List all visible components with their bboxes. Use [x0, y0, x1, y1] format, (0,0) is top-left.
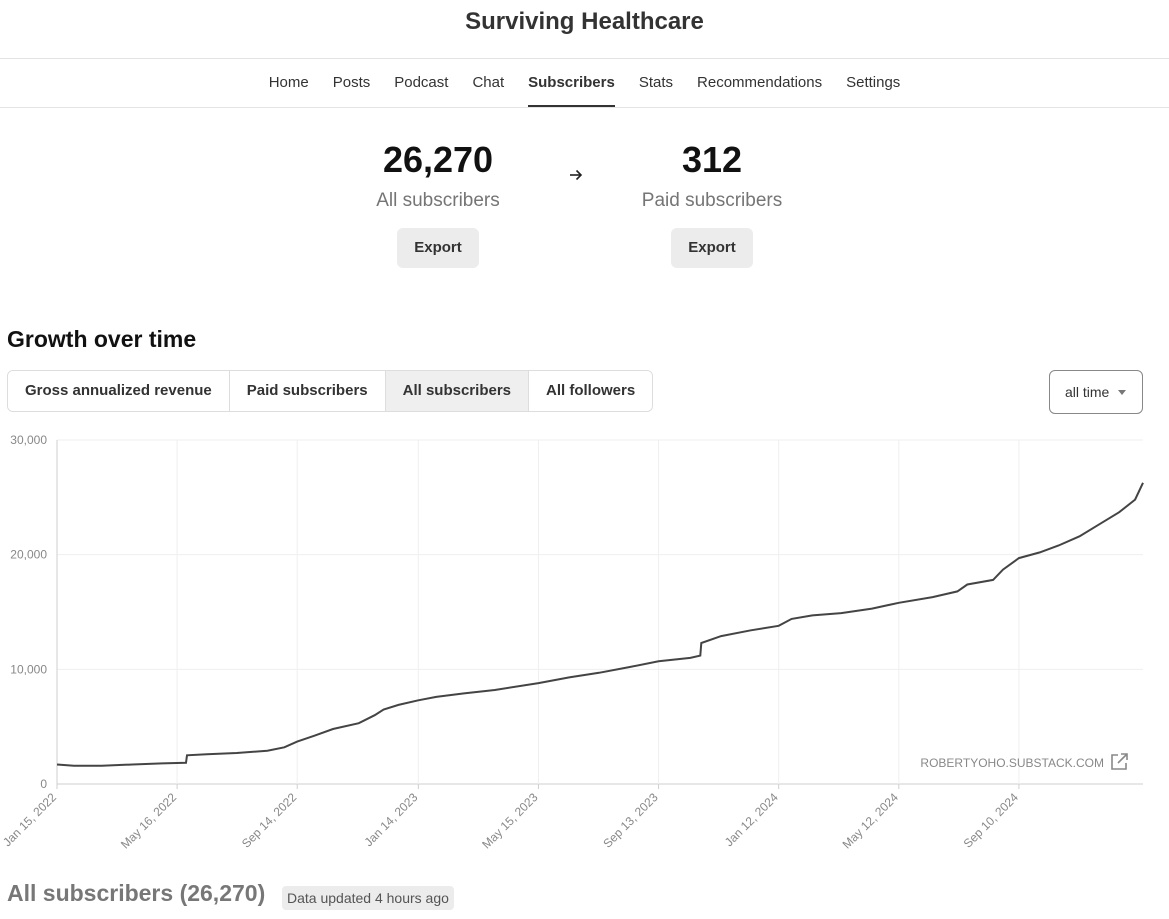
all-subscribers-heading: All subscribers (26,270) [7, 880, 266, 906]
tab-gross-annualized-revenue[interactable]: Gross annualized revenue [8, 371, 230, 411]
all-subscribers-stat: 26,270 All subscribers Export [318, 138, 558, 268]
y-tick-label: 10,000 [10, 662, 47, 676]
header-divider [0, 58, 1169, 59]
nav-item-stats[interactable]: Stats [638, 74, 674, 91]
y-tick-label: 30,000 [10, 433, 47, 447]
x-tick-label: Jan 15, 2022 [0, 790, 59, 849]
chart-watermark: ROBERTYOHO.SUBSTACK.COM [920, 756, 1104, 770]
growth-section-title: Growth over time [7, 326, 197, 352]
paid-subscribers-stat: 312 Paid subscribers Export [592, 138, 832, 268]
nav-item-chat[interactable]: Chat [472, 74, 505, 91]
growth-metric-tabs: Gross annualized revenue Paid subscriber… [7, 370, 654, 412]
paid-subscribers-count: 312 [681, 139, 743, 180]
x-tick-label: May 16, 2022 [118, 790, 180, 852]
nav-item-settings[interactable]: Settings [846, 74, 901, 91]
x-tick-label: Sep 10, 2024 [961, 790, 1022, 851]
x-axis-ticks: Jan 15, 2022 May 16, 2022 Sep 14, 2022 Jan … [0, 790, 1021, 852]
chart-grid [56, 439, 1143, 789]
nav-item-home[interactable]: Home [268, 74, 309, 91]
x-tick-label: Jan 14, 2023 [361, 790, 420, 849]
x-tick-label: May 12, 2024 [840, 790, 902, 852]
export-paid-subscribers-button[interactable]: Export [671, 228, 753, 268]
data-updated-badge: Data updated 4 hours ago [282, 886, 454, 910]
x-tick-label: Sep 13, 2023 [600, 790, 661, 851]
x-tick-label: Sep 14, 2022 [239, 790, 300, 851]
x-tick-label: Jan 12, 2024 [722, 790, 781, 849]
series-line [56, 482, 1144, 767]
y-tick-label: 0 [40, 777, 47, 791]
export-all-subscribers-button[interactable]: Export [397, 228, 479, 268]
all-subscribers-label: All subscribers [376, 190, 500, 211]
y-axis-ticks: 0 10,000 20,000 30,000 [10, 433, 47, 791]
tab-all-followers[interactable]: All followers [529, 371, 653, 411]
caret-down-icon [1118, 390, 1126, 395]
growth-chart: 0 10,000 20,000 30,000 Jan 15, 2022 May 16, … [0, 433, 1144, 852]
tab-paid-subscribers[interactable]: Paid subscribers [229, 371, 386, 411]
nav-divider [0, 107, 1169, 108]
nav-item-podcast[interactable]: Podcast [394, 74, 449, 91]
all-subscribers-count: 26,270 [382, 139, 494, 180]
nav-item-subscribers[interactable]: Subscribers [516, 59, 627, 107]
y-tick-label: 20,000 [10, 548, 47, 562]
nav-item-recommendations[interactable]: Recommendations [697, 74, 823, 91]
paid-subscribers-label: Paid subscribers [641, 190, 783, 211]
time-range-value: all time [1065, 384, 1110, 400]
x-tick-label: May 15, 2023 [479, 790, 541, 852]
time-range-select[interactable]: all time [1049, 370, 1143, 414]
external-link-icon[interactable] [1111, 753, 1128, 770]
site-title: Surviving Healthcare [465, 8, 704, 35]
main-nav: Home Posts Podcast Chat Subscribers Stat… [0, 59, 1169, 107]
arrow-right-icon [568, 168, 584, 186]
tab-all-subscribers[interactable]: All subscribers [385, 371, 530, 411]
nav-item-posts[interactable]: Posts [332, 74, 371, 91]
